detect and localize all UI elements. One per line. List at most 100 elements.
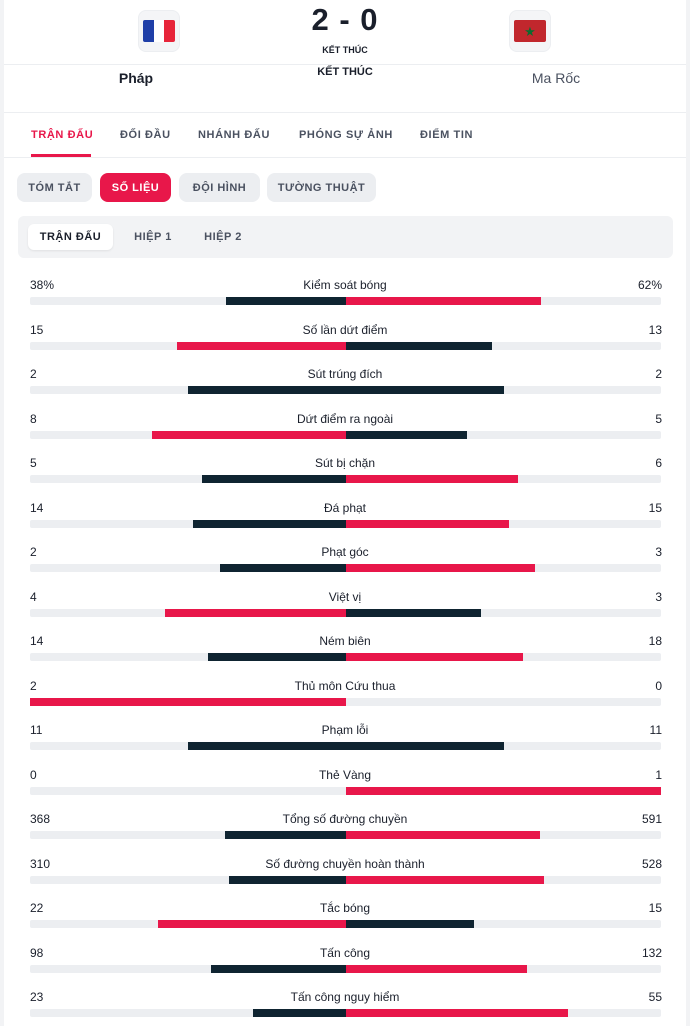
stat-bar-away [346,920,474,928]
stat-away-value: 13 [648,322,662,337]
subtab-statistics[interactable]: SỐ LIỆU [100,173,171,202]
stat-bar-track [30,742,661,750]
stat-bar-home [165,608,346,617]
stat-home-value: 310 [30,856,51,871]
stat-label: Sút bị chặn [314,456,376,470]
stat-home-value: 368 [30,812,51,826]
stat-home-value: 5 [30,456,37,470]
stat-label: Tổng số đường chuyền [282,812,408,826]
stat-home-value: 23 [30,990,44,1004]
stat-away-value: 0 [655,678,662,693]
stat-home-value: 2 [30,678,37,693]
stat-bar-away [346,475,518,483]
header-divider [4,64,686,65]
stat-label: Kiểm soát bóng [303,278,387,292]
stat-bar-home [152,430,346,439]
stat-home-value: 0 [30,767,37,782]
stat-row: 2 Sút trúng đích 2 [4,361,686,406]
stat-bar-home [188,386,346,394]
stat-bar-track [30,653,661,661]
stat-bar-home [253,1009,346,1017]
stat-bar-away [346,430,467,439]
stat-bar-away [346,964,527,973]
stat-away-value: 18 [648,634,662,648]
stat-home-value: 2 [30,545,37,559]
stat-label: Số lần dứt điểm [302,322,388,337]
away-team-flag[interactable]: ★ [509,10,551,52]
stat-away-value: 55 [648,990,662,1004]
stat-bar-home [220,564,346,572]
stat-label: Đá phạt [323,500,367,515]
match-status: KẾT THÚC [317,66,373,78]
stat-bar-track [30,964,661,973]
tab-news[interactable]: ĐIỂM TIN [420,129,474,141]
home-team-name[interactable]: Pháp [118,70,154,86]
stat-home-value: 98 [30,945,44,960]
stat-row: 310 Số đường chuyền hoàn thành 528 [4,851,686,896]
france-flag-icon [143,20,175,42]
stat-home-value: 38% [30,278,55,292]
stat-bar-away [346,742,504,750]
stat-bar-home [225,831,346,839]
stat-bar-track [30,875,661,884]
stat-label: Sút trúng đích [307,367,383,381]
stat-home-value: 15 [30,322,44,337]
stat-away-value: 1 [655,767,662,782]
stat-bar-track [30,786,661,795]
stat-row: 14 Đá phạt 15 [4,495,686,540]
stat-row: 38% Kiểm soát bóng 62% [4,272,686,317]
stat-label: Phạt góc [321,545,369,559]
stat-bar-away [346,386,504,394]
stat-bar-track [30,297,661,305]
stat-bar-track [30,430,661,439]
stat-home-value: 4 [30,589,37,604]
match-score: 2 - 0 [311,2,379,37]
stat-home-value: 14 [30,634,44,648]
stat-away-value: 62% [637,278,662,292]
away-team-name[interactable]: Ma Rốc [531,70,581,86]
stat-bar-away [346,297,541,305]
stat-bar-home [188,742,346,750]
subtab-lineups[interactable]: ĐỘI HÌNH [179,173,260,202]
stat-away-value: 3 [655,545,662,559]
stat-row: 4 Việt vị 3 [4,584,686,629]
stat-away-value: 132 [641,945,662,960]
tab-photo-report[interactable]: PHÓNG SỰ ẢNH [299,129,393,141]
stat-away-value: 591 [641,812,662,826]
stat-row: 23 Tấn công nguy hiểm 55 [4,984,686,1026]
home-team-flag[interactable] [138,10,180,52]
stat-bar-home [193,519,346,528]
stat-label: Số đường chuyền hoàn thành [265,856,425,871]
stat-bar-track [30,564,661,572]
stat-bar-track [30,920,661,928]
tab-head-to-head[interactable]: ĐỐI ĐẦU [120,129,171,141]
stat-home-value: 2 [30,367,37,381]
stat-row: 22 Tắc bóng 15 [4,895,686,940]
stat-row: 5 Sút bị chặn 6 [4,450,686,495]
stat-bar-track [30,341,661,350]
subtab-summary[interactable]: TÓM TẮT [17,173,92,202]
stat-bar-away [346,653,523,661]
stat-bar-track [30,386,661,394]
stat-bar-home [202,475,346,483]
stat-away-value: 15 [648,901,662,915]
stat-label: Thẻ Vàng [318,767,372,782]
tab-match[interactable]: TRẬN ĐẤU [31,129,94,141]
stat-away-value: 528 [641,856,662,871]
tab-bracket[interactable]: NHÁNH ĐẤU [198,129,271,141]
stat-row: 2 Phạt góc 3 [4,539,686,584]
stat-row: 0 Thẻ Vàng 1 [4,762,686,807]
stat-bar-away [346,1009,568,1017]
match-card: 2 - 0 KẾT THÚC ★ Pháp KẾT THÚC Ma Rốc TR… [4,0,686,1026]
period-tab-first-half[interactable]: HIỆP 1 [134,231,172,243]
stat-away-value: 3 [655,589,662,604]
stat-away-value: 15 [648,500,662,515]
period-tab-full-match[interactable]: TRẬN ĐẤU [28,224,113,250]
period-tab-second-half[interactable]: HIỆP 2 [204,231,242,243]
stat-bar-away [346,875,544,884]
stat-home-value: 22 [30,901,44,915]
stat-away-value: 5 [655,411,662,426]
stat-bar-home [30,697,346,706]
subtab-commentary[interactable]: TƯỜNG THUẬT [267,173,376,202]
stat-label: Tắc bóng [319,901,371,915]
